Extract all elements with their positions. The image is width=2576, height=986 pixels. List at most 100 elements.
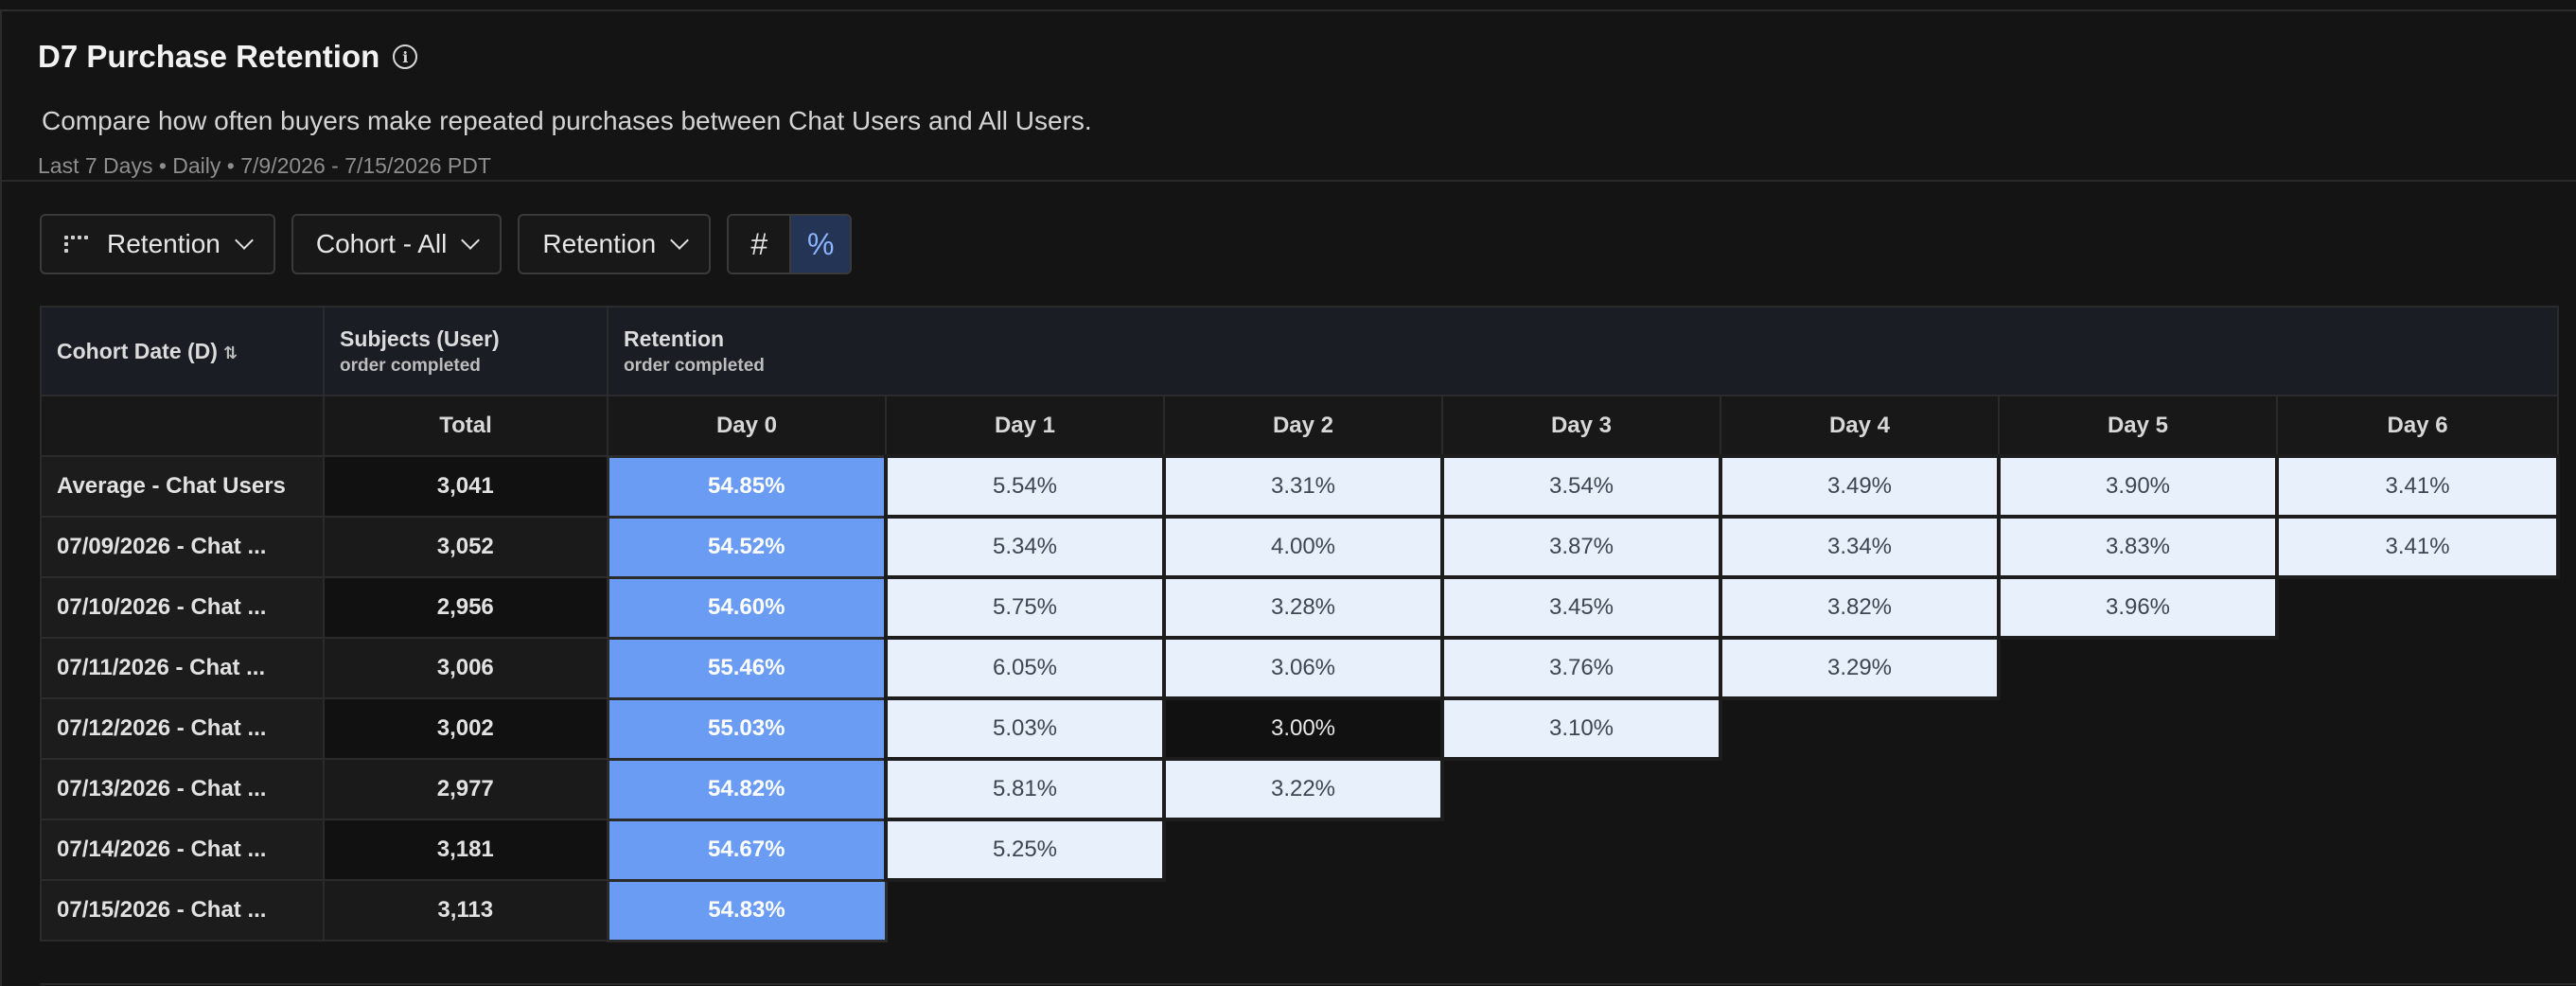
- day-header: Day 5: [1998, 395, 2278, 457]
- subjects-header: Subjects (User) order completed: [323, 306, 609, 396]
- percent-toggle[interactable]: %: [789, 216, 851, 273]
- subjects-header-sub: order completed: [340, 355, 481, 376]
- retention-cell: 3.29%: [1719, 636, 2001, 700]
- total-header: Total: [323, 395, 609, 457]
- cohort-date-header-label: Cohort Date (D): [57, 338, 218, 363]
- header-divider: [2, 180, 2576, 182]
- table-row: 07/11/2026 - Chat ... 3,006 55.46% 6.05% 3.0…: [40, 636, 2560, 700]
- retention-table: Cohort Date (D) ⇅ Subjects (User) order c…: [40, 306, 2561, 942]
- table-row: 07/10/2026 - Chat ... 2,956 54.60% 5.75% 3.2…: [40, 575, 2560, 640]
- retention-cell: 5.25%: [884, 818, 1166, 882]
- total-cell: 3,052: [323, 516, 609, 578]
- retention-cell: 5.54%: [884, 454, 1166, 519]
- day-header: Day 0: [607, 395, 887, 457]
- sort-icon[interactable]: ⇅: [222, 343, 238, 362]
- retention-header-label: Retention: [624, 326, 725, 351]
- metric-dropdown[interactable]: Retention: [518, 214, 712, 274]
- retention-cell: 5.34%: [884, 515, 1166, 579]
- empty-cell: [2275, 697, 2560, 760]
- empty-cell: [1441, 758, 1721, 820]
- retention-cell: 3.76%: [1440, 636, 1722, 700]
- empty-cell: [1441, 879, 1721, 942]
- retention-cell: 4.00%: [1162, 515, 1444, 579]
- retention-cell: 3.87%: [1440, 515, 1722, 579]
- retention-panel: D7 Purchase Retention i Compare how ofte…: [0, 9, 2576, 986]
- empty-cell: [1720, 819, 2000, 881]
- empty-cell: [1163, 879, 1443, 942]
- retention-cell: 54.85%: [606, 454, 888, 519]
- retention-cell: 6.05%: [884, 636, 1166, 700]
- grid-icon: [64, 236, 88, 253]
- retention-cell: 3.06%: [1162, 636, 1444, 700]
- retention-cell: 5.03%: [884, 696, 1166, 761]
- table-row: 07/13/2026 - Chat ... 2,977 54.82% 5.81% 3.2…: [40, 757, 2560, 821]
- empty-cell: [1720, 758, 2000, 820]
- retention-cell: 3.34%: [1719, 515, 2001, 579]
- retention-cell: 3.41%: [2274, 454, 2561, 519]
- day-header: Day 2: [1163, 395, 1443, 457]
- table-row: Average - Chat Users 3,041 54.85% 5.54% 3.31…: [40, 454, 2561, 519]
- retention-cell: 54.82%: [606, 757, 888, 821]
- empty-cell: [2275, 819, 2560, 881]
- total-cell: 2,956: [323, 576, 609, 639]
- cohort-label-cell: 07/12/2026 - Chat ...: [40, 697, 325, 760]
- cohort-label-cell: 07/13/2026 - Chat ...: [40, 758, 325, 820]
- retention-cell: 3.31%: [1162, 454, 1444, 519]
- total-cell: 3,041: [323, 455, 609, 518]
- empty-cell: [1720, 697, 2000, 760]
- cohort-date-header[interactable]: Cohort Date (D) ⇅: [40, 306, 325, 396]
- view-dropdown[interactable]: Retention: [40, 214, 275, 274]
- table-row: 07/15/2026 - Chat ... 3,113 54.83%: [40, 878, 2560, 942]
- day-header: Day 6: [2275, 395, 2560, 457]
- retention-cell: 54.67%: [606, 818, 888, 882]
- total-cell: 3,002: [323, 697, 609, 760]
- cohort-label-cell: 07/14/2026 - Chat ...: [40, 819, 325, 881]
- info-icon[interactable]: i: [393, 44, 418, 69]
- chevron-down-icon: [670, 231, 690, 250]
- retention-cell: 55.46%: [606, 636, 888, 700]
- cohort-label-cell: 07/15/2026 - Chat ...: [40, 879, 325, 942]
- retention-cell: 3.10%: [1440, 696, 1722, 761]
- retention-cell: 3.41%: [2274, 515, 2561, 579]
- table-row: 07/12/2026 - Chat ... 3,002 55.03% 5.03% 3.0…: [40, 696, 2560, 761]
- toolbar: Retention Cohort - All Retention # %: [40, 214, 853, 274]
- retention-cell: 3.00%: [1163, 697, 1443, 760]
- blank-header: [40, 395, 325, 457]
- retention-cell: 55.03%: [606, 696, 888, 761]
- page-title: D7 Purchase Retention: [38, 39, 380, 74]
- day-header: Day 3: [1441, 395, 1721, 457]
- empty-cell: [1163, 819, 1443, 881]
- chevron-down-icon: [234, 231, 254, 250]
- empty-cell: [1998, 758, 2278, 820]
- retention-cell: 3.82%: [1719, 575, 2001, 640]
- cohort-label-cell: 07/11/2026 - Chat ...: [40, 637, 325, 699]
- view-dropdown-label: Retention: [107, 229, 221, 258]
- number-toggle[interactable]: #: [729, 216, 790, 273]
- empty-cell: [1720, 879, 2000, 942]
- empty-cell: [2275, 879, 2560, 942]
- panel-header: D7 Purchase Retention i Compare how ofte…: [38, 30, 2538, 179]
- total-cell: 3,181: [323, 819, 609, 881]
- empty-cell: [2275, 576, 2560, 639]
- chevron-down-icon: [461, 231, 481, 250]
- day-header: Day 4: [1720, 395, 2000, 457]
- cohort-dropdown-label: Cohort - All: [315, 229, 448, 258]
- cohort-label-cell: 07/09/2026 - Chat ...: [40, 516, 325, 578]
- retention-cell: 3.45%: [1440, 575, 1722, 640]
- subjects-header-label: Subjects (User): [340, 326, 500, 351]
- retention-cell: 5.81%: [884, 757, 1166, 821]
- empty-cell: [2275, 637, 2560, 699]
- date-range-meta: Last 7 Days • Daily • 7/9/2026 - 7/15/20…: [38, 153, 491, 178]
- cohort-dropdown[interactable]: Cohort - All: [291, 214, 503, 274]
- retention-cell: 3.28%: [1162, 575, 1444, 640]
- empty-cell: [1998, 819, 2278, 881]
- retention-cell: 54.52%: [606, 515, 888, 579]
- retention-cell: 3.49%: [1719, 454, 2001, 519]
- cohort-label-cell: Average - Chat Users: [40, 455, 325, 518]
- total-cell: 2,977: [323, 758, 609, 820]
- retention-cell: 3.54%: [1440, 454, 1722, 519]
- bottom-divider: [40, 983, 2576, 985]
- display-mode-toggle: # %: [727, 214, 853, 274]
- retention-cell: 5.75%: [884, 575, 1166, 640]
- empty-cell: [1998, 697, 2278, 760]
